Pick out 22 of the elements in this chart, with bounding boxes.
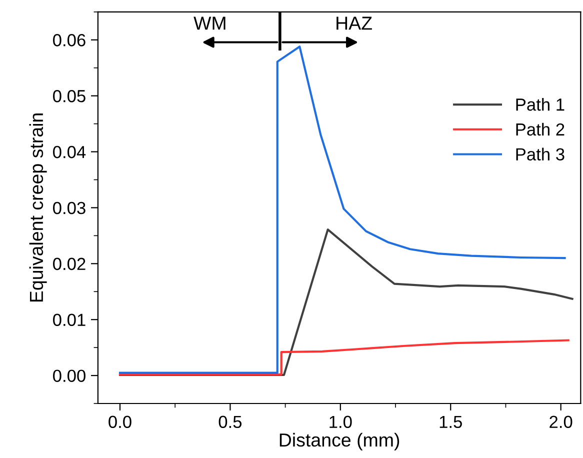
- x-tick-label: 2.0: [550, 416, 572, 428]
- x-tick-label: 1.0: [330, 416, 352, 428]
- y-tick-label: 0.04: [53, 146, 86, 158]
- x-tick-label: 0.0: [108, 416, 132, 428]
- line-series: [118, 339, 570, 376]
- y-tick-label: 0.00: [53, 370, 86, 382]
- y-tick-label: 0.06: [53, 34, 86, 46]
- line-series: [118, 228, 574, 376]
- y-tick-label: 0.01: [53, 314, 86, 326]
- x-tick-label: 1.5: [440, 416, 462, 428]
- y-tick-label: 0.02: [53, 258, 86, 270]
- legend-label: Path 2: [516, 122, 564, 136]
- x-tick-label: 0.5: [218, 416, 242, 428]
- legend-label: Path 1: [516, 98, 564, 111]
- y-tick-label: 0.03: [53, 202, 86, 214]
- annotation: WM: [194, 16, 226, 30]
- legend-label: Path 3: [516, 148, 564, 160]
- x-axis-title: Distance (mm): [280, 432, 400, 450]
- y-tick-label: 0.05: [53, 90, 86, 102]
- y-axis-title: Equivalent creep strain: [29, 114, 47, 302]
- line-series: [118, 46, 566, 374]
- annotation: HAZ: [336, 16, 372, 30]
